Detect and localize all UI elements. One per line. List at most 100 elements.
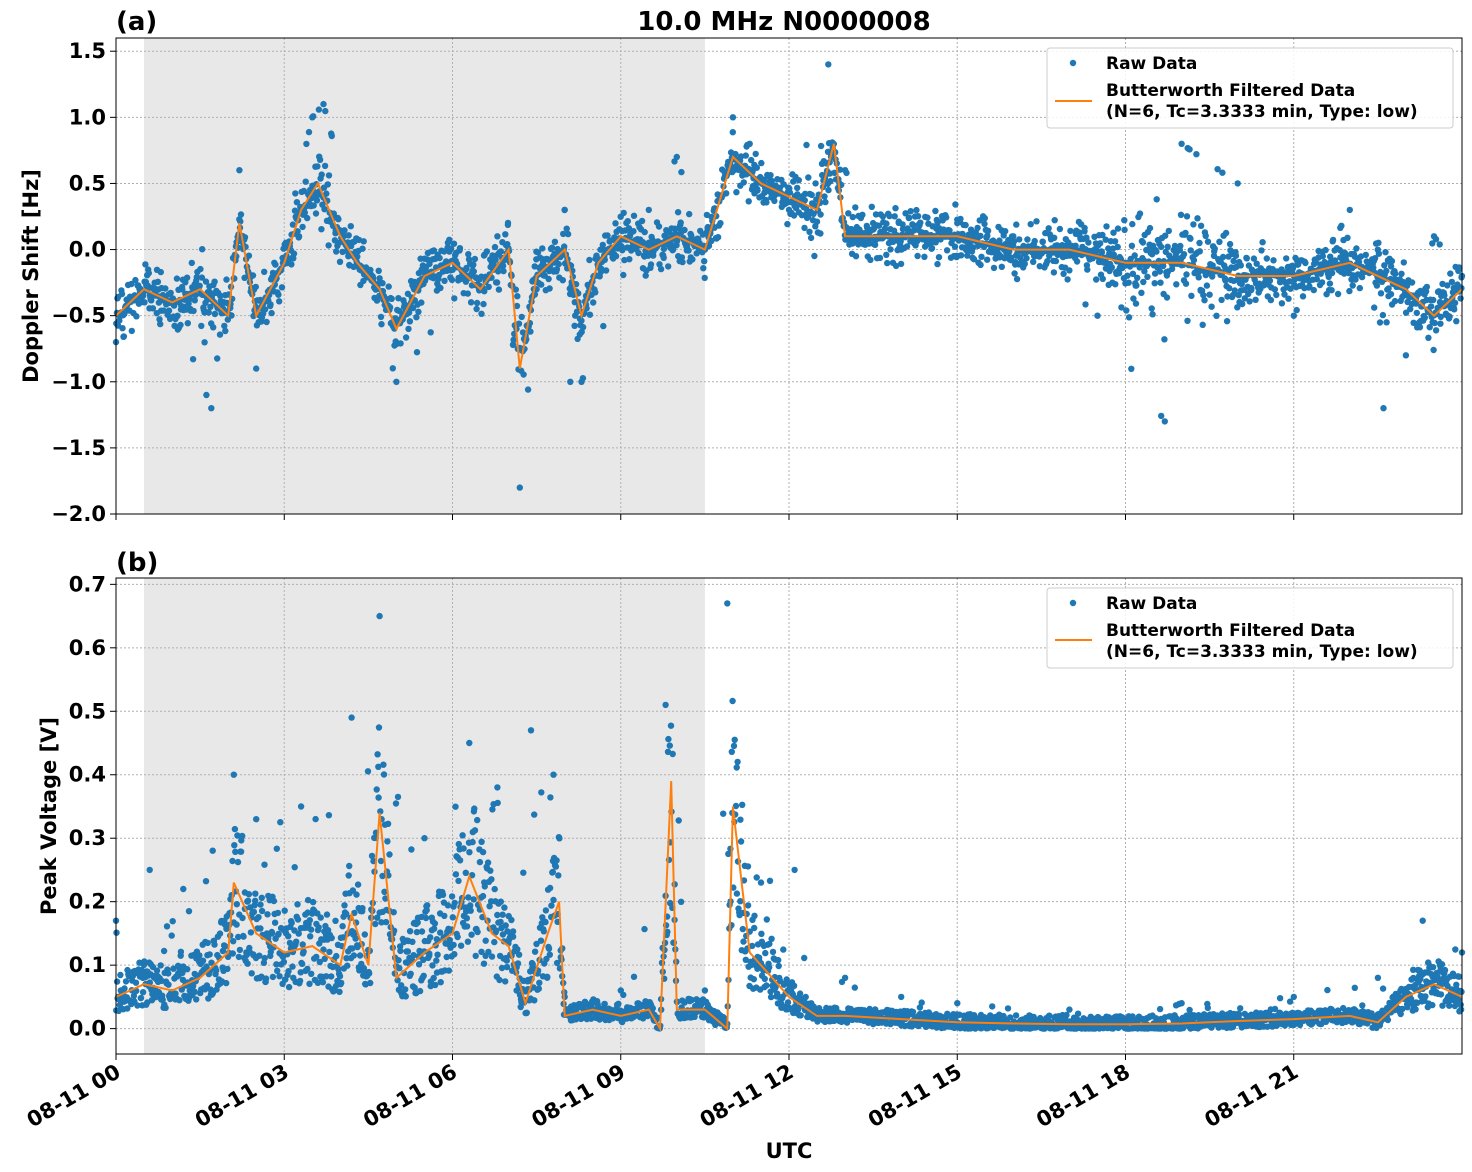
raw-data-point — [1011, 270, 1018, 277]
raw-data-point — [545, 945, 553, 952]
raw-data-point — [538, 281, 545, 288]
raw-data-point — [1171, 242, 1179, 250]
raw-data-point — [555, 260, 562, 268]
raw-data-point — [902, 210, 909, 217]
raw-data-point — [884, 259, 891, 267]
raw-data-point — [424, 902, 431, 909]
raw-data-point — [1219, 169, 1226, 176]
raw-data-point — [452, 871, 460, 878]
raw-data-point — [1239, 300, 1246, 308]
raw-data-point — [223, 979, 230, 987]
raw-data-point — [555, 872, 562, 879]
raw-data-point — [1379, 311, 1387, 319]
raw-data-point — [561, 206, 568, 214]
raw-data-point — [332, 917, 339, 924]
raw-data-point — [224, 316, 231, 323]
raw-data-point — [416, 987, 424, 995]
raw-data-point — [641, 228, 648, 236]
raw-data-point — [1451, 306, 1458, 313]
raw-data-point — [290, 255, 297, 262]
raw-data-point — [476, 858, 484, 866]
raw-data-point — [1437, 320, 1444, 327]
raw-data-point — [275, 291, 282, 298]
raw-data-point — [573, 308, 581, 315]
raw-data-point — [1329, 236, 1337, 244]
panel-a-y-ticks: 1.51.00.50.0−0.5−1.0−1.5−2.0 — [51, 39, 116, 526]
raw-data-point — [807, 234, 815, 242]
raw-data-point — [502, 231, 509, 238]
raw-data-point — [418, 928, 426, 935]
raw-data-point — [883, 220, 890, 227]
raw-data-point — [293, 199, 301, 206]
raw-data-point — [1138, 289, 1145, 296]
raw-data-point — [989, 1003, 996, 1010]
raw-data-point — [233, 921, 240, 928]
raw-data-point — [775, 962, 782, 970]
raw-data-point — [1299, 293, 1307, 300]
raw-data-point — [464, 938, 472, 945]
raw-data-point — [324, 181, 331, 188]
raw-data-point — [1004, 1005, 1012, 1012]
raw-data-point — [720, 810, 727, 817]
raw-data-point — [430, 974, 437, 982]
raw-data-point — [1353, 245, 1360, 252]
raw-data-point — [481, 288, 488, 295]
raw-data-point — [590, 299, 597, 306]
raw-data-point — [544, 973, 551, 980]
raw-data-point — [677, 219, 684, 226]
raw-data-point — [413, 349, 421, 356]
raw-data-point — [341, 902, 348, 909]
raw-data-point — [1132, 300, 1140, 307]
raw-data-point — [1423, 283, 1431, 291]
raw-data-point — [312, 815, 319, 823]
panel-a-legend: Raw Data Butterworth Filtered Data (N=6,… — [1046, 47, 1454, 129]
raw-data-point — [1093, 247, 1100, 254]
raw-data-point — [886, 212, 893, 220]
raw-data-point — [389, 365, 396, 372]
raw-data-point — [1270, 257, 1277, 264]
raw-data-point — [790, 982, 798, 989]
raw-data-point — [255, 914, 262, 921]
raw-data-point — [289, 963, 296, 970]
raw-data-point — [1376, 319, 1384, 326]
raw-data-point — [471, 255, 479, 263]
raw-data-point — [763, 982, 770, 989]
raw-data-point — [810, 210, 817, 218]
raw-data-point — [1456, 264, 1463, 271]
raw-data-point — [934, 219, 941, 226]
raw-data-point — [430, 247, 438, 254]
raw-data-point — [739, 801, 746, 808]
raw-data-point — [433, 957, 440, 964]
raw-data-point — [307, 933, 314, 940]
raw-data-point — [970, 244, 977, 251]
raw-data-point — [728, 748, 735, 755]
raw-data-point — [665, 735, 672, 743]
raw-data-point — [184, 966, 191, 973]
raw-data-point — [1213, 312, 1220, 319]
raw-data-point — [761, 975, 768, 983]
raw-data-point — [1031, 237, 1038, 245]
raw-data-point — [497, 898, 504, 905]
raw-data-point — [415, 308, 422, 315]
raw-data-point — [303, 140, 310, 148]
raw-data-point — [531, 997, 538, 1004]
raw-data-point — [1223, 318, 1231, 325]
raw-data-point — [185, 908, 193, 915]
raw-data-point — [1344, 234, 1351, 241]
raw-data-point — [405, 309, 413, 316]
raw-data-point — [244, 897, 252, 904]
raw-data-point — [113, 978, 121, 985]
raw-data-point — [397, 947, 404, 954]
raw-data-point — [1161, 336, 1168, 343]
raw-data-point — [1114, 225, 1122, 232]
raw-data-point — [1188, 292, 1195, 299]
raw-data-point — [384, 838, 391, 845]
raw-data-point — [447, 245, 455, 252]
raw-data-point — [249, 272, 257, 279]
raw-data-point — [350, 952, 358, 959]
raw-data-point — [806, 228, 813, 235]
raw-data-point — [678, 254, 686, 261]
raw-data-point — [397, 340, 404, 347]
raw-data-point — [478, 310, 485, 317]
raw-data-point — [766, 877, 774, 884]
